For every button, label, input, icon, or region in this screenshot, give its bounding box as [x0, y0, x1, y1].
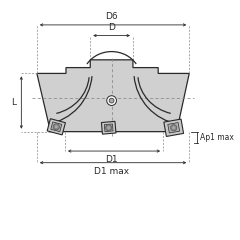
Text: D: D	[108, 23, 115, 32]
Polygon shape	[37, 60, 189, 132]
Polygon shape	[102, 121, 116, 134]
Polygon shape	[51, 122, 62, 132]
Text: D6: D6	[105, 12, 118, 21]
Text: D1 max: D1 max	[94, 167, 129, 176]
Circle shape	[107, 126, 110, 129]
Circle shape	[172, 126, 175, 129]
Text: Ap1 max: Ap1 max	[200, 133, 234, 142]
Circle shape	[53, 124, 59, 130]
Circle shape	[171, 125, 177, 131]
Polygon shape	[104, 124, 113, 132]
Text: L: L	[12, 98, 17, 107]
Circle shape	[55, 125, 58, 128]
Circle shape	[106, 125, 112, 131]
Circle shape	[109, 98, 114, 103]
Text: D1: D1	[105, 155, 118, 164]
Polygon shape	[47, 119, 66, 135]
Circle shape	[107, 96, 116, 105]
Polygon shape	[168, 123, 180, 133]
Polygon shape	[164, 119, 184, 137]
